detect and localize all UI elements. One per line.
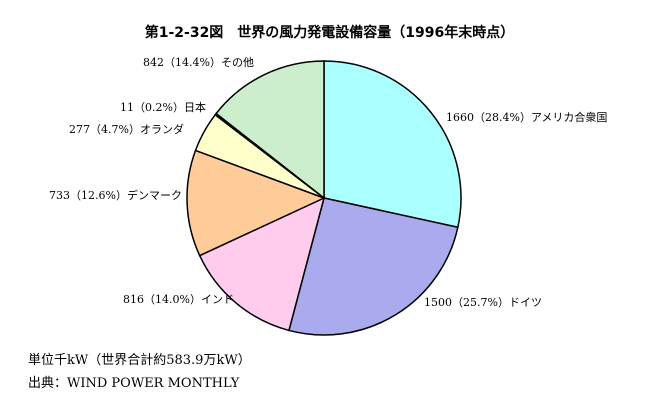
chart-title: 第1-2-32図 世界の風力発電設備容量（1996年末時点） — [144, 25, 515, 41]
slice-label-3: 816（14.0%）インド — [123, 293, 234, 306]
pie-slice-2 — [288, 197, 459, 336]
slice-label-1: 1660（28.4%）アメリカ合衆国 — [446, 110, 607, 124]
slice-label-2: 1500（25.7%）ドイツ — [424, 296, 542, 309]
slice-label-4: 733（12.6%）デンマーク — [49, 188, 182, 202]
pie-slice-3 — [198, 196, 326, 332]
pie-slice-1 — [323, 60, 462, 229]
slice-label-6: 11（0.2%）日本 — [120, 100, 206, 114]
unit-note: 単位千kW（世界合計約583.9万kW） — [28, 353, 251, 368]
pie-slice-7 — [215, 60, 325, 200]
slice-labels: 1660（28.4%）アメリカ合衆国 1500（25.7%）ドイツ 816（14.0… — [49, 56, 607, 309]
slice-label-5: 277（4.7%）オランダ — [69, 122, 184, 136]
slice-label-7: 842（14.4%）その他 — [143, 56, 254, 69]
source-note: 出典：WIND POWER MONTHLY — [28, 376, 240, 391]
pie-slice-4 — [186, 149, 326, 257]
pie-slices — [186, 60, 462, 336]
